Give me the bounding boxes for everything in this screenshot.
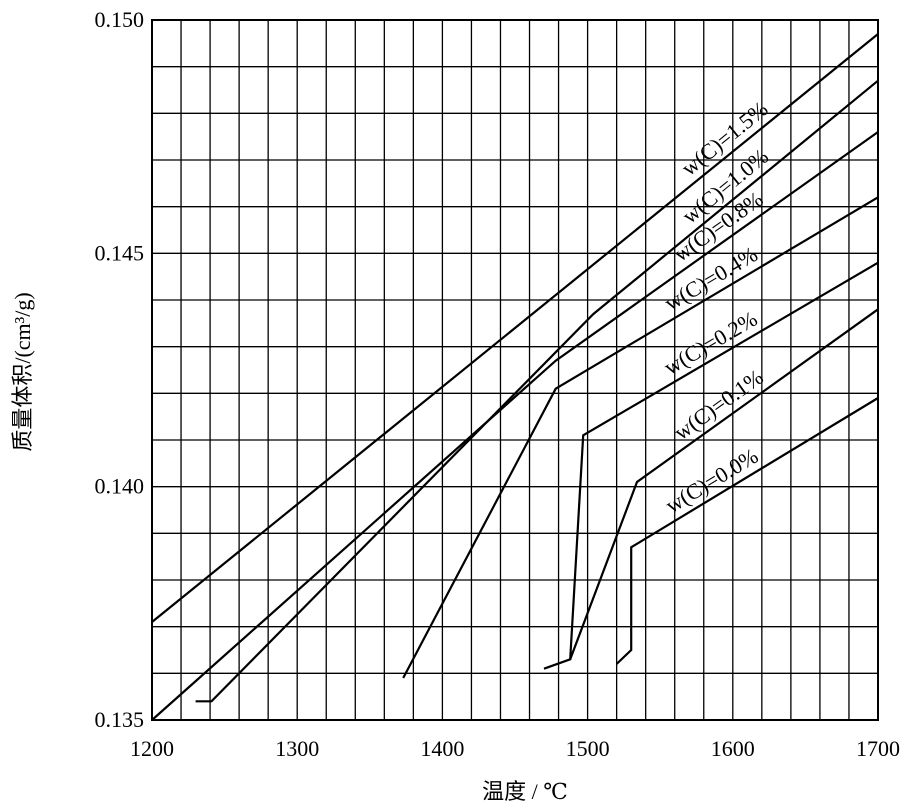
- x-tick-label: 1400: [420, 736, 464, 761]
- series-line: [543, 261, 879, 670]
- series-line: [569, 308, 879, 660]
- grid: [152, 20, 878, 720]
- x-tick-label: 1500: [566, 736, 610, 761]
- series-line: [151, 131, 879, 721]
- series-lines: [151, 33, 879, 721]
- x-tick-label: 1200: [130, 736, 174, 761]
- series-line: [195, 79, 879, 703]
- series-line: [615, 397, 879, 665]
- y-axis-title: 质量体积/(cm³/g): [10, 292, 35, 451]
- y-tick-label: 0.150: [95, 7, 145, 32]
- series-line: [402, 196, 879, 679]
- x-tick-label: 1700: [856, 736, 900, 761]
- x-tick-label: 1600: [711, 736, 755, 761]
- plot-border: [151, 19, 879, 721]
- plot-frame: [151, 19, 879, 721]
- y-tick-label: 0.140: [95, 474, 145, 499]
- y-tick-label: 0.145: [95, 240, 145, 265]
- tick-labels: 1200 1300 1400 1500 1600 1700 0.135 0.140 0.145 0…: [95, 7, 901, 761]
- y-tick-label: 0.135: [95, 707, 145, 732]
- series-line: [151, 33, 879, 623]
- x-axis-title: 温度 / ℃: [482, 779, 568, 804]
- x-tick-label: 1300: [275, 736, 319, 761]
